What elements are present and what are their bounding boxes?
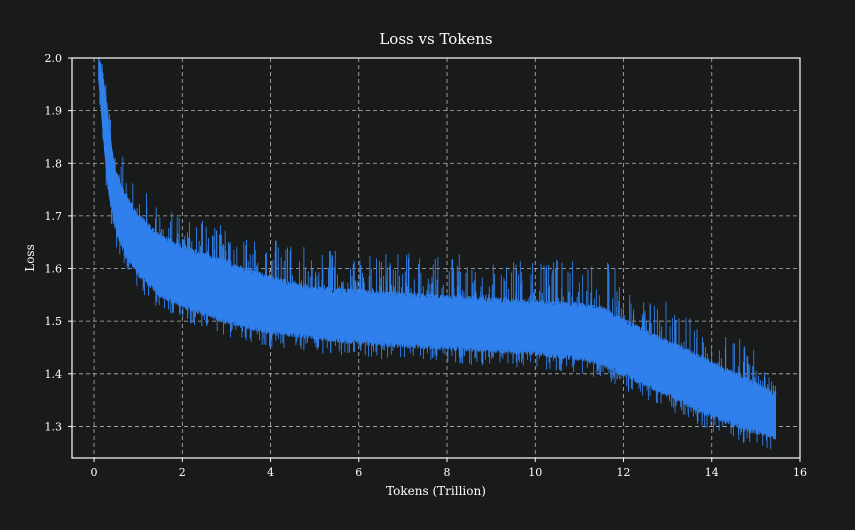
y-tick-label: 1.7 bbox=[45, 210, 63, 223]
y-tick-label: 1.5 bbox=[45, 315, 63, 328]
y-tick-label: 2.0 bbox=[45, 52, 63, 65]
y-tick-label: 1.9 bbox=[45, 105, 63, 118]
x-tick-label: 4 bbox=[267, 466, 274, 479]
y-tick-label: 1.8 bbox=[45, 157, 63, 170]
plot-frame bbox=[71, 57, 801, 459]
x-tick-label: 6 bbox=[355, 466, 362, 479]
y-tick-label: 1.6 bbox=[45, 263, 63, 276]
loss-series-band bbox=[98, 58, 777, 440]
x-tick-label: 2 bbox=[179, 466, 186, 479]
y-tick-label: 1.4 bbox=[45, 368, 63, 381]
y-axis-title: Loss bbox=[23, 244, 37, 272]
x-tick-label: 12 bbox=[617, 466, 631, 479]
x-tick-label: 10 bbox=[528, 466, 542, 479]
loss-series-spikes bbox=[98, 58, 777, 449]
x-tick-label: 0 bbox=[91, 466, 98, 479]
y-tick-label: 1.3 bbox=[45, 420, 63, 433]
series-layer bbox=[98, 58, 777, 449]
x-tick-label: 14 bbox=[705, 466, 719, 479]
x-tick-label: 8 bbox=[444, 466, 451, 479]
chart-title: Loss vs Tokens bbox=[379, 30, 492, 48]
x-tick-label: 16 bbox=[793, 466, 807, 479]
x-axis-title: Tokens (Trillion) bbox=[386, 484, 486, 498]
axis-layer: 0 2 4 6 8 10 12 14 16 1.3 1.4 1.5 1.6 1.7 1.8 1.9 2.0 bbox=[45, 52, 808, 479]
